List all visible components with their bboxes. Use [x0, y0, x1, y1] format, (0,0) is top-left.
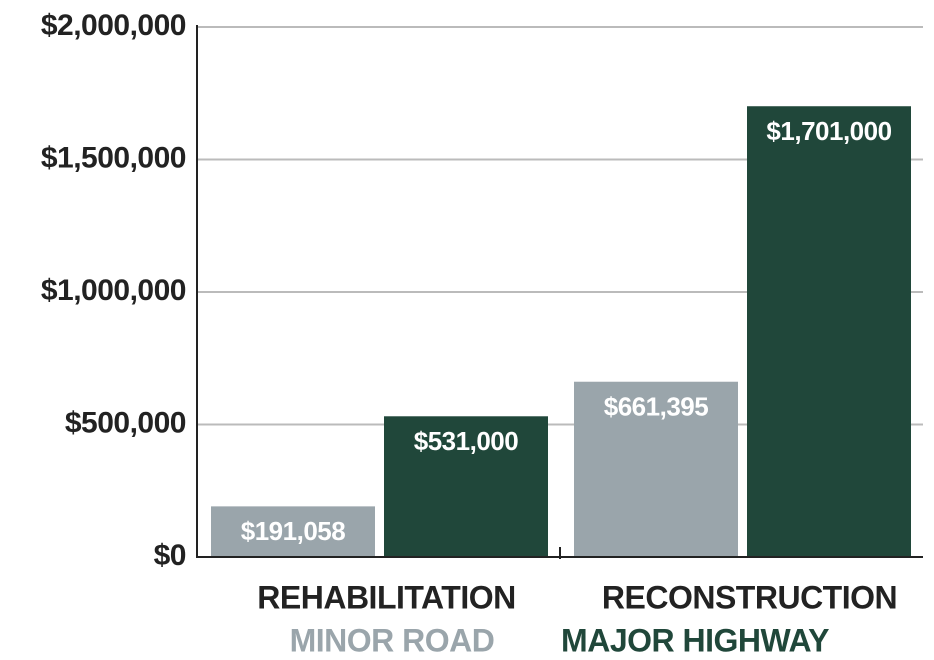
- y-tick-label: $2,000,000: [41, 9, 186, 42]
- value-label: $1,701,000: [766, 116, 891, 146]
- y-tick-label: $500,000: [65, 406, 186, 439]
- y-tick-label: $1,000,000: [41, 274, 186, 307]
- x-tick-label: RECONSTRUCTION: [602, 579, 897, 615]
- value-label: $531,000: [414, 426, 518, 456]
- bar: [747, 106, 911, 558]
- x-tick-label: REHABILITATION: [257, 579, 515, 615]
- y-tick-label: $0: [154, 539, 186, 572]
- bar: [384, 416, 548, 557]
- y-tick-label: $1,500,000: [41, 141, 186, 174]
- bar: [211, 506, 375, 557]
- value-label: $191,058: [241, 516, 345, 546]
- legend-label: MINOR ROAD: [290, 622, 495, 658]
- legend-label: MAJOR HIGHWAY: [561, 622, 829, 658]
- value-label: $661,395: [604, 392, 708, 422]
- bar: [574, 381, 738, 557]
